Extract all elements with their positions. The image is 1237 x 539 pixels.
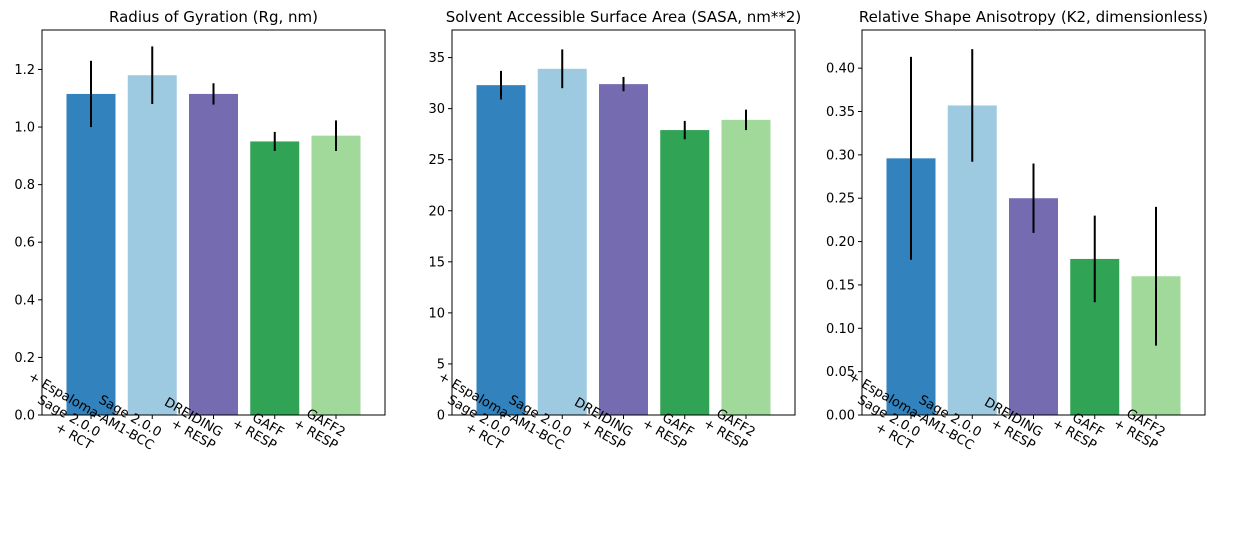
bar-3 [189,93,238,416]
chart-panel-2: Solvent Accessible Surface Area (SASA, n… [428,8,801,454]
chart-title: Relative Shape Anisotropy (K2, dimension… [859,8,1208,26]
bar-5 [311,135,361,415]
y-tick-label: 10 [428,306,445,321]
y-tick-label: 0.05 [826,365,855,380]
y-tick-label: 0.4 [14,293,35,308]
y-tick-label: 0.6 [14,236,35,251]
y-tick-label: 0.15 [826,278,855,293]
y-tick-label: 35 [428,51,445,66]
bar-5 [721,119,771,415]
y-tick-label: 0.00 [826,409,855,424]
y-tick-label: 25 [428,153,445,168]
y-tick-label: 20 [428,204,445,219]
y-tick-label: 30 [428,102,445,117]
y-tick-label: 15 [428,255,445,270]
y-tick-label: 0.20 [826,235,855,250]
y-tick-label: 0 [437,409,445,424]
y-tick-label: 0.25 [826,192,855,207]
y-tick-label: 0.10 [826,322,855,337]
bar-2 [127,75,177,416]
bar-4 [250,141,300,415]
bar-2 [537,68,587,415]
y-tick-label: 0.40 [826,62,855,77]
y-tick-label: 1.0 [14,121,35,136]
bar-1 [66,93,116,416]
bar-3 [599,84,648,416]
bar-3 [1009,198,1058,415]
chart-panel-3: Relative Shape Anisotropy (K2, dimension… [826,8,1208,454]
y-tick-label: 0.8 [14,178,35,193]
y-tick-label: 0.35 [826,105,855,120]
chart-panel-1: Radius of Gyration (Rg, nm) 0.0 0.2 0.4 0.6 0… [14,8,386,454]
y-tick-label: 5 [437,357,445,372]
y-tick-label: 0.30 [826,148,855,163]
y-tick-label: 0.0 [14,409,35,424]
bar-4 [660,130,710,415]
chart-title: Solvent Accessible Surface Area (SASA, n… [446,8,802,26]
y-tick-label: 0.2 [14,351,35,366]
bar-1 [476,85,526,416]
y-tick-label: 1.2 [14,63,35,78]
chart-title: Radius of Gyration (Rg, nm) [109,8,318,26]
